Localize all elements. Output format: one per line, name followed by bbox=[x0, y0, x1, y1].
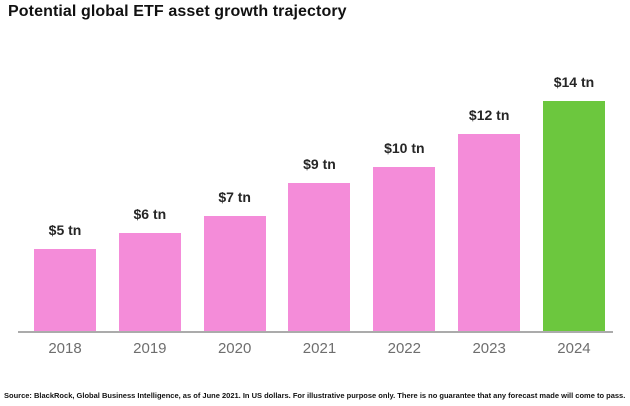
bar-2023 bbox=[458, 134, 521, 331]
bar-2019 bbox=[118, 233, 181, 331]
x-axis-tick-2018: 2018 bbox=[48, 340, 82, 357]
bar-group-2019: $6 tn bbox=[118, 206, 181, 331]
x-axis-tick-2019: 2019 bbox=[133, 340, 167, 357]
bar-group-2018: $5 tn bbox=[34, 223, 96, 331]
x-axis-tick-2022: 2022 bbox=[387, 340, 421, 357]
bar-value-label: $7 tn bbox=[218, 189, 251, 205]
bar-2018 bbox=[34, 249, 96, 331]
bar-2022 bbox=[373, 167, 436, 331]
bar-group-2021: $9 tn bbox=[288, 156, 351, 331]
x-axis-tick-2024: 2024 bbox=[557, 340, 591, 357]
x-axis-tick-2023: 2023 bbox=[472, 340, 506, 357]
bar-2024 bbox=[542, 101, 605, 331]
bar-value-label: $9 tn bbox=[303, 156, 336, 172]
bar-chart: $5 tn $6 tn $7 tn $9 tn $10 tn $12 tn $14 tn 2… bbox=[18, 61, 613, 358]
bar-group-2022: $10 tn bbox=[373, 140, 436, 331]
bar-2020 bbox=[203, 216, 266, 331]
x-axis-tick-2021: 2021 bbox=[302, 340, 337, 357]
bar-value-label: $10 tn bbox=[384, 140, 425, 156]
x-axis-labels: 2018 2019 2020 2021 2022 2023 2024 bbox=[18, 331, 613, 358]
bar-group-2023: $12 tn bbox=[458, 107, 521, 331]
bar-group-2024: $14 tn bbox=[542, 74, 605, 331]
bar-value-label: $5 tn bbox=[48, 222, 82, 238]
bar-value-label: $6 tn bbox=[133, 206, 167, 222]
chart-title: Potential global ETF asset growth trajec… bbox=[8, 3, 347, 20]
bar-value-label: $12 tn bbox=[468, 107, 510, 123]
bar-2021 bbox=[288, 183, 351, 331]
bar-group-2020: $7 tn bbox=[203, 189, 266, 331]
source-note: Source: BlackRock, Global Business Intel… bbox=[4, 391, 626, 400]
bar-value-label: $14 tn bbox=[553, 74, 595, 90]
x-axis-tick-2020: 2020 bbox=[217, 340, 252, 357]
bars: $5 tn $6 tn $7 tn $9 tn $10 tn $12 tn $14 tn bbox=[18, 61, 613, 331]
